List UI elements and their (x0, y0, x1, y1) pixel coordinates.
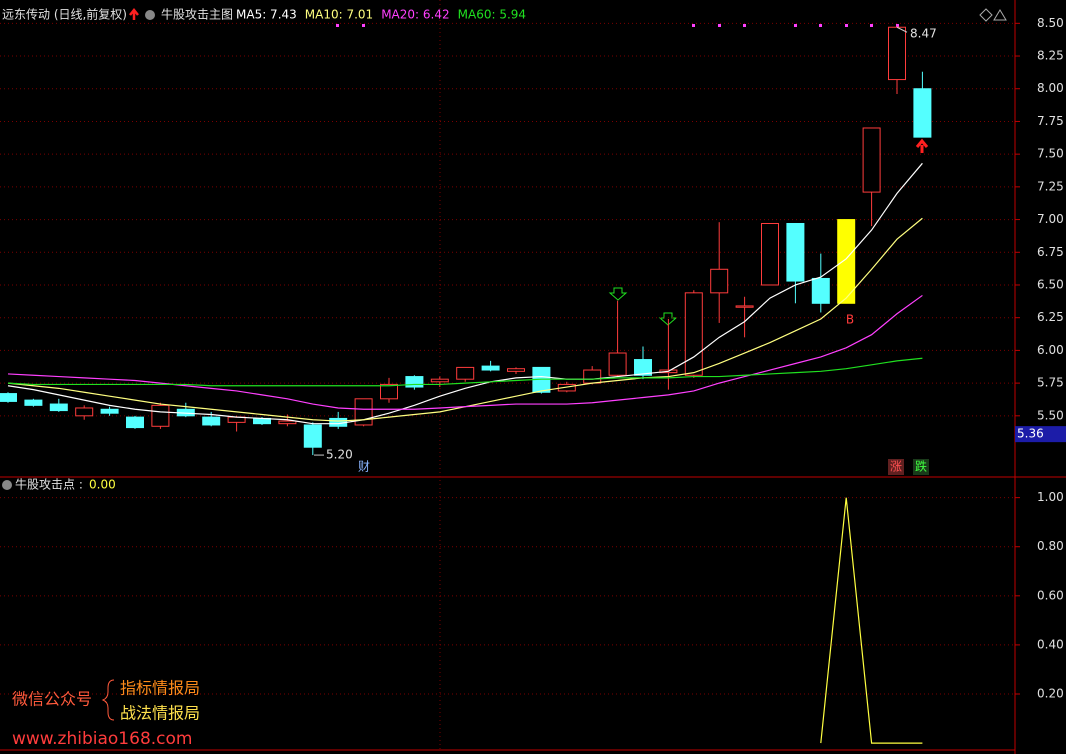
signal-dots (336, 24, 899, 27)
window-icon[interactable] (979, 8, 993, 22)
candle-body (380, 383, 398, 400)
candle-body (100, 408, 119, 414)
candle-body (557, 383, 576, 392)
watermark-line: 战法情报局 (120, 704, 200, 723)
y-tick-label: 5.50 (1037, 408, 1064, 422)
candle-body (761, 222, 779, 286)
last-price-label: 5.36 (1017, 427, 1044, 441)
signal-arrow (608, 287, 628, 301)
y-tick-label: 7.25 (1037, 179, 1064, 193)
y-tick-label: 7.75 (1037, 114, 1064, 128)
candle-body (837, 219, 856, 304)
y-tick-label: 1.00 (1037, 490, 1064, 504)
watermark-account: 微信公众号 (12, 690, 92, 709)
candle-body (303, 424, 322, 448)
indicator-name: 牛股攻击主图 (161, 7, 233, 22)
y-tick-label: 0.40 (1037, 637, 1064, 651)
y-tick-label: 6.75 (1037, 245, 1064, 259)
candle-body (735, 305, 754, 308)
y-tick-label: 0.80 (1037, 539, 1064, 553)
y-tick-label: 6.00 (1037, 343, 1064, 357)
candle-body (811, 277, 830, 304)
dropdown-icon[interactable] (2, 480, 12, 490)
brace (101, 679, 115, 721)
y-tick-label: 0.20 (1037, 687, 1064, 701)
legend-label: MA5: 7.43 (236, 8, 297, 22)
legend-label: MA60: 5.94 (458, 8, 526, 22)
y-tick-label: 6.25 (1037, 310, 1064, 324)
watermark-line: 指标情报局 (120, 679, 200, 698)
ma-line (7, 357, 923, 387)
signal-arrow (915, 138, 929, 153)
last-price-box (1015, 426, 1066, 443)
candle-body (126, 416, 144, 429)
candle-body (75, 407, 94, 417)
y-tick-label: 7.00 (1037, 212, 1064, 226)
annotation: 跌 (915, 459, 927, 474)
annotation: 涨 (890, 459, 902, 474)
indicator-line (820, 497, 923, 744)
low-marker: 5.20 (326, 448, 353, 462)
candle-body (49, 403, 68, 412)
annotation: B (846, 313, 854, 327)
candle-body (507, 368, 525, 372)
candle-body (405, 376, 424, 388)
candle-body (608, 352, 627, 376)
candle-body (481, 365, 500, 371)
candle-body (710, 268, 729, 294)
y-tick-label: 8.50 (1037, 16, 1064, 30)
candle-body (913, 88, 932, 138)
annotation-bg (913, 459, 929, 475)
y-tick-label: 7.50 (1037, 147, 1064, 161)
candle-body (0, 393, 17, 402)
candle-body (24, 399, 43, 406)
y-tick-label: 8.00 (1037, 81, 1064, 95)
high-marker: 8.47 (910, 27, 937, 41)
y-tick-label: 8.25 (1037, 49, 1064, 63)
candle-body (151, 404, 170, 427)
ma-line (7, 294, 923, 410)
sub-value: 0.00 (89, 478, 116, 492)
window-icon[interactable] (993, 9, 1007, 21)
candle-body (786, 222, 805, 282)
annotation-bg (888, 459, 904, 475)
annotation: 财 (358, 460, 370, 474)
candle-body (862, 127, 881, 193)
candle-body (684, 292, 703, 376)
sub-title: 牛股攻击点 : (15, 477, 83, 492)
candle-body (430, 378, 449, 383)
legend-label: MA20: 6.42 (381, 8, 449, 22)
watermark-url: www.zhibiao168.com (12, 729, 192, 749)
candle-body (583, 369, 602, 384)
ma-line (7, 162, 923, 425)
y-tick-label: 0.60 (1037, 588, 1064, 602)
candle-body (202, 416, 221, 426)
candle-body (888, 26, 906, 81)
chart-title: 远东传动 (日线,前复权) (2, 7, 127, 22)
marker-pointer (896, 26, 908, 33)
header-arrow (129, 7, 139, 20)
legend-label: MA10: 7.01 (305, 8, 373, 22)
candle-body (634, 359, 652, 376)
candle-body (456, 366, 475, 380)
y-tick-label: 5.75 (1037, 376, 1064, 390)
signal-arrow (658, 312, 678, 326)
dropdown-icon[interactable] (145, 10, 155, 20)
candle-body (278, 420, 297, 425)
y-tick-label: 6.50 (1037, 277, 1064, 291)
